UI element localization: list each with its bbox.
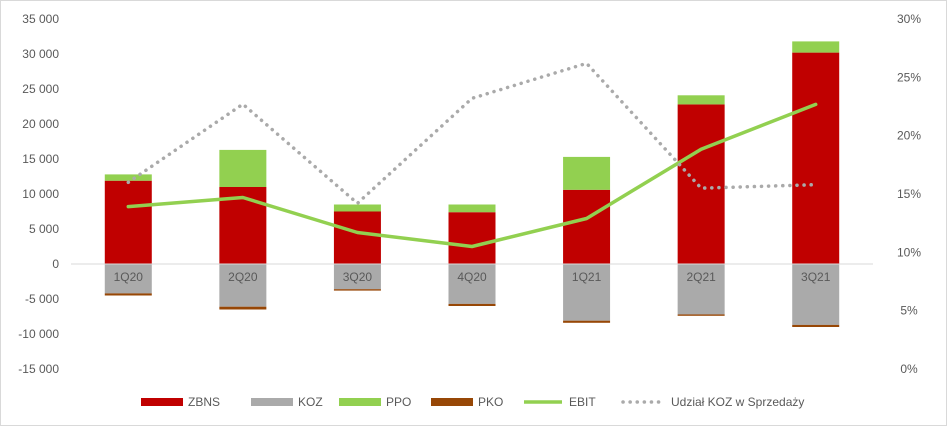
legend-swatch <box>251 398 293 406</box>
left-axis-tick-label: 10 000 <box>22 187 59 201</box>
bar-ppo-3q20 <box>333 204 381 212</box>
bar-pko-3q21 <box>792 324 840 327</box>
bar-zbns-1q21 <box>563 189 611 264</box>
category-label: 3Q21 <box>801 270 831 284</box>
category-label: 2Q21 <box>686 270 716 284</box>
left-axis-tick-label: 20 000 <box>22 117 59 131</box>
left-axis: -15 000 -10 000 -5 000 0 5 000 10 000 15 000 20… <box>18 12 59 376</box>
right-axis-tick-label: 30% <box>897 12 921 26</box>
right-axis-tick-label: 0% <box>900 362 918 376</box>
bar-series-group <box>104 41 840 327</box>
bar-koz-3q21 <box>792 264 840 325</box>
legend-label: PPO <box>386 395 411 409</box>
legend-swatch <box>339 398 381 406</box>
right-axis-tick-label: 5% <box>900 304 918 318</box>
left-axis-tick-label: -15 000 <box>18 362 59 376</box>
bar-zbns-4q20 <box>448 212 496 264</box>
line-udzia-koz-w-sprzeda-y <box>126 61 818 206</box>
bar-ppo-1q21 <box>563 156 611 190</box>
left-axis-tick-label: 15 000 <box>22 152 59 166</box>
category-label: 1Q21 <box>572 270 602 284</box>
line-series-group <box>126 61 818 249</box>
left-axis-tick-label: 0 <box>52 257 59 271</box>
legend-label: Udział KOZ w Sprzedaży <box>671 395 804 409</box>
category-label: 3Q20 <box>343 270 373 284</box>
category-label: 2Q20 <box>228 270 258 284</box>
legend: ZBNS KOZ PPO PKO EBIT Udział KOZ w Sprzedaży <box>141 395 804 409</box>
bar-koz-1q20 <box>104 264 152 294</box>
left-axis-tick-label: -5 000 <box>25 292 59 306</box>
left-axis-tick-label: 5 000 <box>29 222 59 236</box>
legend-swatch <box>141 398 183 406</box>
category-label: 4Q20 <box>457 270 487 284</box>
bar-zbns-1q20 <box>104 180 152 264</box>
bar-ppo-2q20 <box>219 149 267 187</box>
bar-koz-4q20 <box>448 264 496 304</box>
bar-pko-1q21 <box>563 320 611 323</box>
legend-label: ZBNS <box>188 395 220 409</box>
bar-ppo-2q21 <box>677 95 725 105</box>
left-axis-tick-label: 25 000 <box>22 82 59 96</box>
bar-koz-2q21 <box>677 264 725 315</box>
left-axis-tick-label: -10 000 <box>18 327 59 341</box>
left-axis-tick-label: 30 000 <box>22 47 59 61</box>
legend-label: KOZ <box>298 395 323 409</box>
right-axis-tick-label: 25% <box>897 70 921 84</box>
bar-pko-1q20 <box>104 293 152 296</box>
right-axis: 0% 5% 10% 15% 20% 25% 30% <box>897 12 921 376</box>
bar-ppo-1q20 <box>104 174 152 181</box>
bar-pko-2q21 <box>677 314 725 316</box>
right-axis-tick-label: 20% <box>897 129 921 143</box>
right-axis-tick-label: 15% <box>897 187 921 201</box>
legend-label: EBIT <box>569 395 596 409</box>
bar-zbns-3q21 <box>792 52 840 264</box>
bar-koz-3q20 <box>333 264 381 290</box>
bar-ppo-4q20 <box>448 204 496 213</box>
bar-koz-2q20 <box>219 264 267 307</box>
bar-zbns-2q21 <box>677 104 725 265</box>
category-label: 1Q20 <box>114 270 144 284</box>
bar-ppo-3q21 <box>792 41 840 53</box>
bar-pko-2q20 <box>219 306 267 310</box>
line-ebit <box>126 102 818 249</box>
legend-label: PKO <box>478 395 503 409</box>
legend-swatch <box>431 398 473 406</box>
bar-zbns-3q20 <box>333 211 381 264</box>
left-axis-tick-label: 35 000 <box>22 12 59 26</box>
bar-pko-4q20 <box>448 303 496 306</box>
right-axis-tick-label: 10% <box>897 245 921 259</box>
bar-pko-3q20 <box>333 289 381 291</box>
bar-koz-1q21 <box>563 264 611 321</box>
category-labels: 1Q20 2Q20 3Q20 4Q20 1Q21 2Q21 3Q21 <box>114 270 831 284</box>
